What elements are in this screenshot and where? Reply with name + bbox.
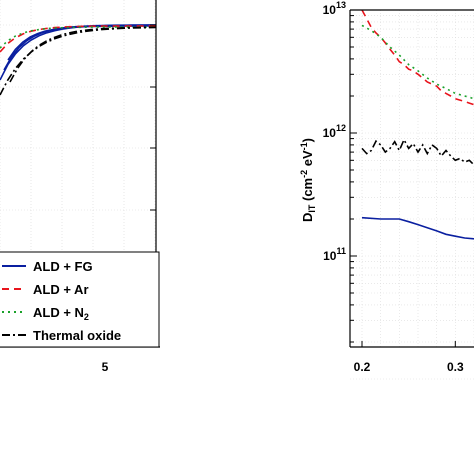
right-y-tick-label: 1011 xyxy=(323,246,346,263)
right-y-axis-title: DIT (cm-2 eV-1) xyxy=(299,138,317,222)
legend-label-thermal: Thermal oxide xyxy=(33,328,121,343)
left-curve xyxy=(0,26,156,49)
left-panel: 5 ALD + FG ALD + Ar ALD + N2 Thermal oxi… xyxy=(0,0,160,374)
right-ticks xyxy=(350,15,456,347)
legend-entry-fg: ALD + FG xyxy=(2,259,93,274)
left-curve xyxy=(0,26,157,96)
right-curves xyxy=(361,9,474,240)
right-panel: 1013 1012 1011 0.2 0.3 DIT (cm-2 eV-1) xyxy=(299,0,474,380)
right-series-line xyxy=(361,9,474,106)
right-series-line xyxy=(361,24,474,100)
right-x-tick-label: 0.2 xyxy=(354,360,371,374)
right-series-line xyxy=(361,216,474,240)
right-y-tick-labels: 1013 1012 1011 xyxy=(323,0,346,263)
right-y-tick-label: 1013 xyxy=(323,0,346,17)
legend-entry-thermal: Thermal oxide xyxy=(2,328,121,343)
legend-entry-ar: ALD + Ar xyxy=(2,282,89,297)
legend-label-ar: ALD + Ar xyxy=(33,282,89,297)
left-curves xyxy=(0,24,157,96)
left-legend: ALD + FG ALD + Ar ALD + N2 Thermal oxide xyxy=(0,251,160,348)
right-grid xyxy=(350,10,474,380)
legend-entry-n2: ALD + N2 xyxy=(2,305,89,322)
right-y-tick-label: 1012 xyxy=(323,123,346,140)
left-x-tick-label: 5 xyxy=(102,360,109,374)
right-x-tick-label: 0.3 xyxy=(447,360,464,374)
left-curve xyxy=(0,25,156,53)
legend-label-fg: ALD + FG xyxy=(33,259,93,274)
legend-label-n2: ALD + N2 xyxy=(33,305,89,322)
right-series-line xyxy=(361,137,474,166)
right-x-tick-labels: 0.2 0.3 xyxy=(354,360,464,374)
legend-box xyxy=(0,251,160,348)
